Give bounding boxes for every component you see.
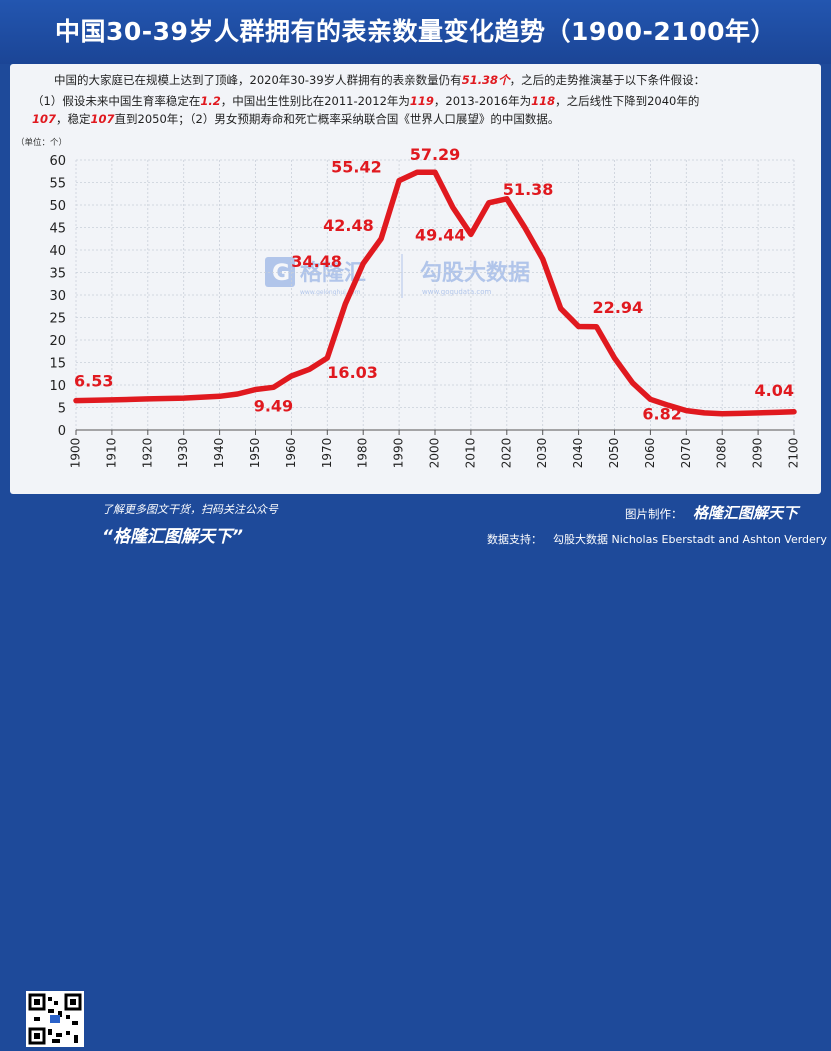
- x-tick-label: 2010: [463, 438, 477, 469]
- y-tick-label: 45: [49, 222, 66, 237]
- y-tick-label: 0: [58, 424, 66, 439]
- x-tick-label: 1940: [212, 438, 226, 469]
- x-tick-label: 1920: [140, 438, 154, 469]
- data-label: 6.53: [74, 372, 113, 391]
- data-label: 22.94: [593, 298, 644, 317]
- description-line-2: （1）假设未来中国生育率稳定在1.2，中国出生性别比在2011-2012年为11…: [32, 94, 700, 108]
- source-text: 勾股大数据 Nicholas Eberstadt and Ashton Verd…: [553, 533, 827, 546]
- x-tick-label: 2020: [499, 438, 513, 469]
- description-line-3: 107，稳定107直到2050年；（2）男女预期寿命和死亡概率采纳联合国《世界人…: [32, 112, 560, 126]
- x-tick-label: 1930: [176, 438, 190, 469]
- watermark-logo-icon: [265, 257, 295, 287]
- y-tick-label: 35: [49, 267, 66, 282]
- x-tick-label: 1900: [69, 438, 83, 469]
- y-tick-label: 50: [49, 199, 66, 214]
- x-tick-label: 1990: [392, 438, 406, 469]
- x-tick-label: 2100: [787, 438, 801, 469]
- watermark-partner: 勾股大数据: [420, 260, 530, 286]
- x-tick-label: 1970: [320, 438, 334, 469]
- footer-promo-line-1: 了解更多图文干货，扫码关注公众号: [102, 503, 278, 516]
- y-tick-label: 10: [49, 379, 66, 394]
- y-tick-label: 15: [49, 357, 66, 372]
- unit-label: （单位：个）: [16, 137, 67, 148]
- y-tick-label: 25: [49, 312, 66, 327]
- header-bar: 中国30-39岁人群拥有的表亲数量变化趋势（1900-2100年）: [0, 0, 831, 64]
- credit-brand: 格隆汇图解天下: [693, 504, 799, 522]
- data-label: 49.44: [415, 226, 466, 245]
- watermark-brand-url: www.gelonghui.com: [300, 289, 361, 296]
- x-tick-label: 2040: [571, 438, 585, 469]
- watermark-partner-url: www.gogudata.com: [422, 288, 491, 296]
- footer: 了解更多图文干货，扫码关注公众号 “格隆汇图解天下” 图片制作： 格隆汇图解天下…: [0, 494, 831, 1047]
- data-label: 57.29: [410, 145, 461, 164]
- x-tick-label: 2000: [428, 438, 442, 469]
- x-tick-label: 1980: [356, 438, 370, 469]
- y-tick-label: 5: [58, 402, 66, 417]
- x-tick-label: 2050: [607, 438, 621, 469]
- x-tick-label: 1960: [284, 438, 298, 469]
- y-tick-label: 55: [49, 177, 66, 192]
- credit-label: 图片制作：: [625, 507, 683, 521]
- footer-promo-line-2: “格隆汇图解天下”: [102, 527, 243, 547]
- x-tick-label: 2090: [751, 438, 765, 469]
- qr-code-icon[interactable]: [26, 991, 84, 1047]
- data-label: 4.04: [755, 381, 794, 400]
- y-tick-label: 30: [49, 289, 66, 304]
- data-label: 9.49: [254, 396, 293, 415]
- x-tick-label: 1950: [248, 438, 262, 469]
- y-tick-label: 60: [49, 154, 66, 169]
- x-tick-label: 2080: [715, 438, 729, 469]
- x-tick-label: 2060: [643, 438, 657, 469]
- data-label: 34.48: [291, 252, 342, 271]
- chart-card: 中国的大家庭已在规模上达到了顶峰，2020年30-39岁人群拥有的表亲数量仍有5…: [10, 64, 821, 494]
- y-tick-label: 20: [49, 334, 66, 349]
- data-label: 51.38: [503, 180, 554, 199]
- highlight-value: 51.38个: [461, 73, 510, 87]
- y-tick-label: 40: [49, 244, 66, 259]
- x-tick-label: 1910: [104, 438, 118, 469]
- page-title: 中国30-39岁人群拥有的表亲数量变化趋势（1900-2100年）: [55, 17, 776, 46]
- x-tick-label: 2030: [535, 438, 549, 469]
- description-line-1: 中国的大家庭已在规模上达到了顶峰，2020年30-39岁人群拥有的表亲数量仍有5…: [54, 73, 706, 87]
- source-label: 数据支持：: [487, 533, 542, 546]
- data-label: 6.82: [642, 404, 681, 423]
- series-line: [73, 169, 797, 417]
- svg-text:G: G: [272, 261, 290, 286]
- data-label: 42.48: [323, 216, 374, 235]
- x-tick-label: 2070: [679, 438, 693, 469]
- line-chart: （单位：个） G 格隆汇 www.gelonghui.com 勾股大数据 www…: [16, 137, 801, 469]
- data-label: 55.42: [331, 158, 382, 177]
- data-label: 16.03: [327, 363, 378, 382]
